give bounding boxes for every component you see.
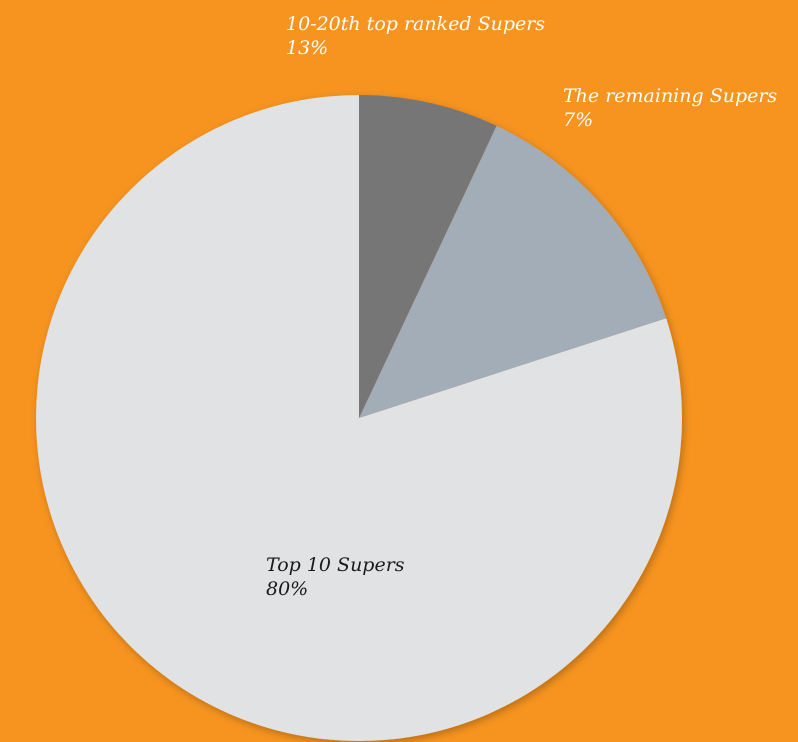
slice-value-label-0: 80% <box>266 578 308 600</box>
slice-label-0: Top 10 Supers <box>266 554 405 576</box>
pie-slices <box>36 95 683 741</box>
slice-label-2: The remaining Supers <box>563 85 777 107</box>
slice-label-1: 10-20th top ranked Supers <box>286 13 545 35</box>
pie-slice-0 <box>36 95 683 741</box>
slice-value-label-1: 13% <box>286 37 328 59</box>
pie-slice-2 <box>359 95 497 418</box>
slice-value-label-2: 7% <box>563 109 593 131</box>
pie-slice-1 <box>359 125 667 419</box>
